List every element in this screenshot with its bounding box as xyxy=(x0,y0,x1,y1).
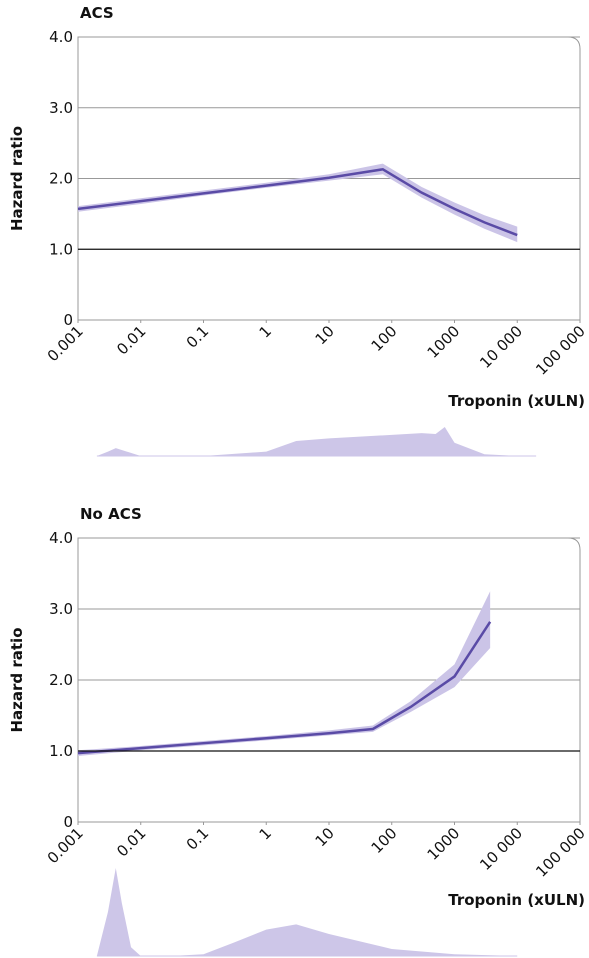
panel-title: ACS xyxy=(80,4,114,22)
y-axis-label: Hazard ratio xyxy=(8,126,26,231)
x-axis-label: Troponin (xULN) xyxy=(448,392,585,410)
y-tick-label: 0 xyxy=(63,813,73,831)
confidence-band xyxy=(78,591,491,756)
x-tick-label: 100 xyxy=(368,322,401,355)
x-tick-label: 0.01 xyxy=(113,824,149,860)
x-tick-label: 1 xyxy=(256,824,275,843)
y-tick-label: 4.0 xyxy=(49,28,73,46)
y-tick-label: 2.0 xyxy=(49,170,73,188)
y-tick-label: 1.0 xyxy=(49,240,73,258)
x-tick-label: 10 000 xyxy=(476,322,526,372)
confidence-band xyxy=(78,163,518,243)
x-tick-label: 1 xyxy=(256,322,275,341)
panel-title: No ACS xyxy=(80,505,142,523)
y-tick-label: 0 xyxy=(63,311,73,329)
x-tick-label: 1000 xyxy=(424,824,464,864)
line xyxy=(77,621,492,755)
x-tick-label: 100 000 xyxy=(532,322,589,379)
y-tick-label: 4.0 xyxy=(49,529,73,547)
y-tick-label: 2.0 xyxy=(49,671,73,689)
x-tick-label: 10 xyxy=(312,322,338,348)
density xyxy=(96,426,537,456)
density xyxy=(96,868,518,956)
y-tick-label: 3.0 xyxy=(49,600,73,618)
x-tick-label: 1000 xyxy=(424,322,464,362)
x-tick-label: 0.1 xyxy=(183,322,213,352)
y-tick-label: 3.0 xyxy=(49,99,73,117)
y-tick-label: 1.0 xyxy=(49,742,73,760)
x-tick-label: 10 000 xyxy=(476,824,526,874)
line xyxy=(77,167,518,237)
x-tick-label: 100 xyxy=(368,824,401,857)
y-axis-label: Hazard ratio xyxy=(8,627,26,732)
x-axis-label: Troponin (xULN) xyxy=(448,891,585,909)
x-tick-label: 0.01 xyxy=(113,322,149,358)
x-tick-label: 10 xyxy=(312,824,338,850)
x-tick-label: 0.1 xyxy=(183,824,213,854)
x-tick-label: 100 000 xyxy=(532,824,589,881)
